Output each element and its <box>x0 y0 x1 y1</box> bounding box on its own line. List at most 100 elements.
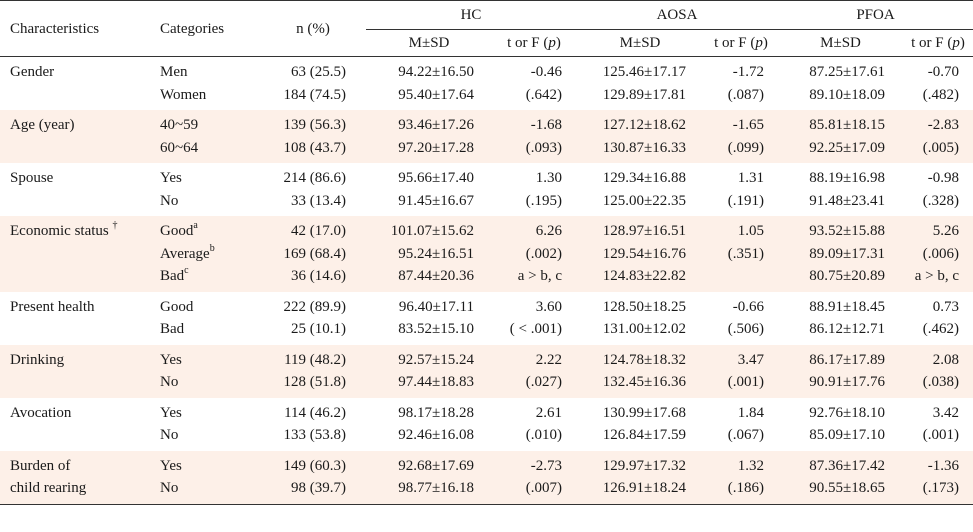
characteristic-label: Spouse <box>10 170 54 186</box>
category-label: Yes <box>160 351 182 368</box>
pfoa-tf-value: -1.36 <box>927 457 960 474</box>
n-pct-value: 25 (10.1) <box>291 321 346 337</box>
category-label: Yes <box>160 170 182 186</box>
aosa-tf-value: 1.31 <box>737 170 764 186</box>
hc-msd-cell: 101.07±15.62 95.24±16.51 87.44±20.36 <box>366 216 492 292</box>
table-row: Burden of child rearing Yes No 149 (60.3) 98 … <box>0 450 973 505</box>
pfoa-msd-value: 86.12±12.71 <box>809 321 885 337</box>
characteristic-cell: Present health <box>0 292 150 345</box>
pfoa-tf-value: -0.70 <box>927 64 960 80</box>
category-cell: Yes No <box>150 450 260 505</box>
aosa-msd-value: 125.00±22.35 <box>602 192 686 209</box>
category-label: Yes <box>160 404 182 421</box>
aosa-tf-value: 1.05 <box>737 223 764 239</box>
hc-msd-cell: 95.66±17.40 91.45±16.67 <box>366 163 492 216</box>
aosa-msd-value: 132.45±16.36 <box>602 374 686 390</box>
pfoa-tf-value: (.173) <box>922 480 960 496</box>
aosa-tf-cell: 1.31 (.191) <box>704 163 778 216</box>
pfoa-tf-cell: 2.08 (.038) <box>903 344 973 398</box>
aosa-tf-value: -0.66 <box>732 298 764 315</box>
pfoa-tf-value: 0.73 <box>932 298 960 315</box>
table-row: Age (year) 40~59 60~64 139 (56.3) 108 (43.7)… <box>0 110 973 163</box>
aosa-tf-cell: 1.32 (.186) <box>704 450 778 505</box>
n-pct-value: 33 (13.4) <box>291 192 346 209</box>
aosa-msd-cell: 130.99±17.68 126.84±17.59 <box>576 398 704 451</box>
header-tf: t or F (p) <box>492 29 576 57</box>
aosa-msd-value: 129.34±16.88 <box>602 170 686 186</box>
pfoa-tf-value: 5.26 <box>932 223 960 239</box>
category-label: Women <box>160 86 207 103</box>
pfoa-msd-cell: 92.76±18.10 85.09±17.10 <box>778 398 903 451</box>
results-table: Characteristics Categories n (%) HC AOSA… <box>0 0 973 505</box>
category-superscript: a <box>193 220 198 231</box>
pfoa-msd-value: 87.36±17.42 <box>809 457 885 474</box>
characteristic-cell: Economic status † <box>0 216 150 292</box>
aosa-tf-value: (.186) <box>727 480 764 496</box>
category-cell: Men Women <box>150 57 260 111</box>
aosa-tf-value: 1.84 <box>737 404 764 421</box>
n-pct-value: 149 (60.3) <box>283 457 347 474</box>
aosa-tf-value: -1.72 <box>732 64 764 80</box>
n-pct-cell: 114 (46.2) 133 (53.8) <box>260 398 366 451</box>
pfoa-tf-value: (.006) <box>922 245 960 262</box>
pfoa-tf-cell: 5.26 (.006) a > b, c <box>903 216 973 292</box>
aosa-tf-value: (.001) <box>727 374 764 390</box>
pfoa-msd-value: 89.09±17.31 <box>809 245 885 262</box>
category-superscript: b <box>209 242 215 254</box>
n-pct-value: 128 (51.8) <box>283 374 347 390</box>
hc-msd-value: 101.07±15.62 <box>390 223 474 239</box>
pfoa-msd-value: 90.91±17.76 <box>809 374 885 390</box>
hc-msd-value: 96.40±17.11 <box>398 298 474 315</box>
pfoa-msd-value: 86.17±17.89 <box>809 351 885 368</box>
category-cell: Gooda Averageb Badc <box>150 216 260 292</box>
aosa-tf-value: (.351) <box>727 245 764 262</box>
hc-tf-cell: 3.60 ( < .001) <box>492 292 576 345</box>
n-pct-cell: 149 (60.3) 98 (39.7) <box>260 450 366 505</box>
aosa-msd-value: 126.91±18.24 <box>602 480 686 496</box>
hc-tf-value: (.010) <box>525 427 562 443</box>
aosa-msd-value: 126.84±17.59 <box>602 427 686 443</box>
characteristic-cell: Burden of child rearing <box>0 450 150 505</box>
aosa-msd-value: 127.12±18.62 <box>602 117 686 133</box>
pfoa-tf-value: (.001) <box>922 427 960 443</box>
n-pct-value: 169 (68.4) <box>283 245 347 262</box>
table-row: Present health Good Bad 222 (89.9) 25 (10.1)… <box>0 292 973 345</box>
aosa-tf-value: (.099) <box>727 139 764 156</box>
hc-tf-cell: -2.73 (.007) <box>492 450 576 505</box>
category-label: Yes <box>160 457 182 474</box>
pfoa-tf-value: a > b, c <box>914 268 960 284</box>
pfoa-msd-cell: 86.17±17.89 90.91±17.76 <box>778 344 903 398</box>
hc-msd-cell: 93.46±17.26 97.20±17.28 <box>366 110 492 163</box>
n-pct-value: 139 (56.3) <box>283 117 347 133</box>
category-label: Bad <box>160 321 185 337</box>
characteristic-label: Age (year) <box>10 117 75 133</box>
aosa-tf-value: -1.65 <box>732 117 764 133</box>
hc-msd-value: 93.46±17.26 <box>398 117 474 133</box>
header-tf: t or F (p) <box>903 29 973 57</box>
aosa-msd-value: 129.54±16.76 <box>602 245 686 262</box>
category-label: Badc <box>160 265 189 285</box>
aosa-msd-value: 130.87±16.33 <box>602 139 686 156</box>
header-msd: M±SD <box>366 29 492 57</box>
category-label: 60~64 <box>160 139 199 156</box>
hc-msd-value: 91.45±16.67 <box>398 192 474 209</box>
aosa-msd-value: 128.50±18.25 <box>602 298 686 315</box>
category-cell: Yes No <box>150 344 260 398</box>
n-pct-value: 63 (25.5) <box>291 64 346 80</box>
characteristic-label: Economic status † <box>10 220 118 240</box>
pfoa-msd-value: 88.19±16.98 <box>809 170 885 186</box>
pfoa-tf-value: (.038) <box>922 374 960 390</box>
aosa-msd-value: 130.99±17.68 <box>602 404 686 421</box>
category-label: No <box>160 192 179 209</box>
aosa-tf-cell: -1.72 (.087) <box>704 57 778 111</box>
characteristic-cell: Drinking <box>0 344 150 398</box>
hc-tf-cell: -0.46 (.642) <box>492 57 576 111</box>
pfoa-msd-cell: 87.36±17.42 90.55±18.65 <box>778 450 903 505</box>
aosa-msd-value: 129.97±17.32 <box>602 457 686 474</box>
hc-msd-value: 98.77±16.18 <box>398 480 474 496</box>
pfoa-tf-value: -0.98 <box>927 170 960 186</box>
pfoa-tf-value: 2.08 <box>932 351 960 368</box>
hc-tf-value: (.027) <box>525 374 562 390</box>
hc-msd-cell: 96.40±17.11 83.52±15.10 <box>366 292 492 345</box>
pfoa-msd-value: 89.10±18.09 <box>809 86 885 103</box>
